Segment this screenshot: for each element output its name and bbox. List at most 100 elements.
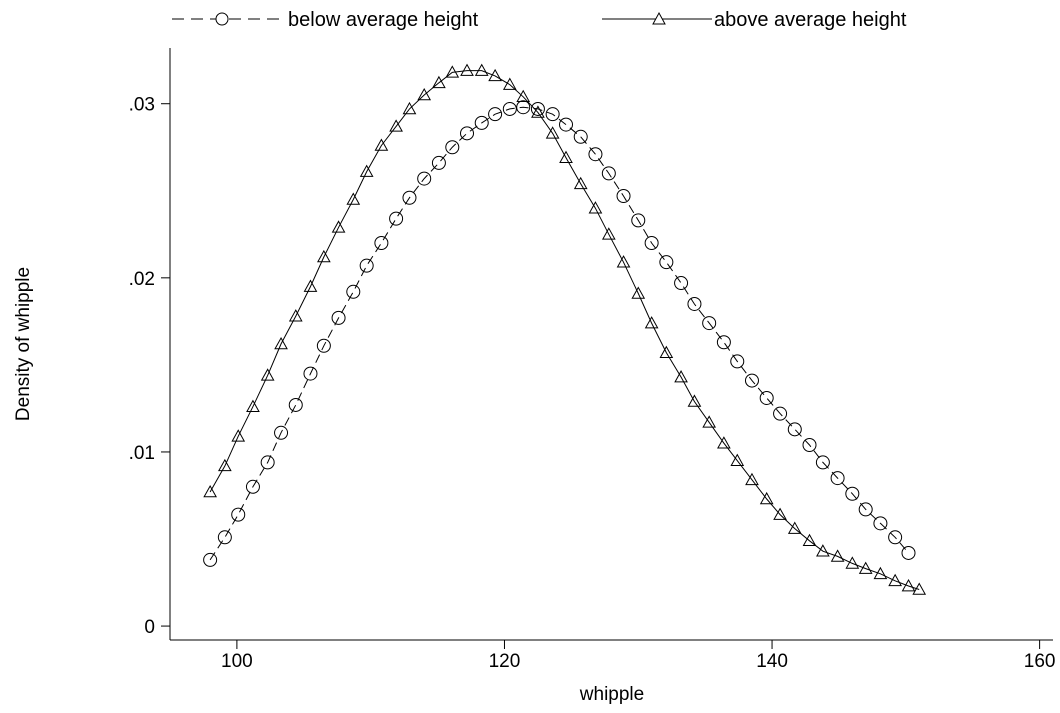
- data-point-circle: [417, 171, 432, 186]
- data-point-triangle: [773, 507, 787, 520]
- data-point-triangle: [616, 255, 631, 268]
- data-point-triangle: [745, 472, 759, 486]
- legend-marker-circle-icon: [215, 12, 229, 26]
- data-point-circle: [460, 126, 475, 141]
- data-point-triangle: [389, 119, 403, 132]
- y-ticks: 0 .01 .02 .03: [129, 95, 170, 638]
- data-point-triangle: [474, 63, 489, 76]
- data-point-triangle: [288, 309, 303, 322]
- data-point-circle: [830, 471, 845, 486]
- data-point-circle: [431, 155, 446, 170]
- data-point-triangle: [531, 105, 545, 118]
- legend-marker-triangle-icon: [652, 11, 666, 25]
- data-point-circle: [858, 502, 873, 517]
- data-point-triangle: [559, 150, 573, 163]
- data-point-circle: [716, 335, 731, 350]
- data-point-triangle: [417, 87, 432, 101]
- legend-item-above-average-height: above average height: [602, 9, 907, 31]
- y-tick-label: 0: [144, 617, 155, 638]
- data-point-triangle: [674, 370, 688, 383]
- data-point-circle: [674, 276, 689, 291]
- x-tick-label: 140: [756, 651, 788, 672]
- data-point-triangle: [346, 192, 361, 205]
- data-point-triangle: [246, 399, 260, 412]
- data-point-circle: [260, 455, 275, 470]
- data-point-triangle: [730, 453, 745, 466]
- data-point-circle: [530, 101, 545, 116]
- data-point-triangle: [845, 556, 860, 569]
- y-tick-label: .03: [129, 95, 155, 116]
- data-point-circle: [601, 166, 616, 181]
- data-point-circle: [616, 189, 631, 203]
- data-point-triangle: [687, 394, 702, 407]
- data-point-circle: [331, 310, 346, 325]
- data-point-circle: [687, 296, 702, 311]
- data-point-circle: [744, 373, 759, 388]
- y-tick-label: .02: [129, 269, 155, 290]
- data-point-triangle: [231, 429, 246, 442]
- axes: 100 120 140 160 0 .01 .02 .03 whipple Density …: [13, 48, 1055, 705]
- data-point-triangle: [331, 220, 346, 233]
- data-point-triangle: [787, 521, 802, 534]
- data-point-triangle: [702, 415, 717, 428]
- data-point-triangle: [759, 491, 774, 505]
- data-point-triangle: [873, 566, 888, 580]
- series-line: [209, 70, 920, 590]
- data-point-triangle: [659, 345, 674, 359]
- data-point-triangle: [274, 336, 288, 350]
- data-point-triangle: [802, 533, 817, 547]
- data-point-circle: [359, 258, 374, 273]
- series-above-average-height: [203, 63, 927, 595]
- x-ticks: 100 120 140 160: [221, 640, 1055, 672]
- data-point-circle: [445, 140, 460, 155]
- data-point-circle: [502, 101, 517, 116]
- data-point-circle: [516, 100, 531, 115]
- data-point-circle: [389, 211, 404, 226]
- y-axis-title: Density of whipple: [13, 267, 34, 421]
- y-tick-label: .01: [129, 443, 155, 464]
- legend-item-below-average-height: below average height: [172, 9, 479, 31]
- data-point-triangle: [374, 138, 389, 151]
- data-point-triangle: [545, 126, 560, 139]
- series-line: [209, 106, 909, 561]
- data-point-triangle: [303, 279, 318, 292]
- data-point-triangle: [588, 201, 603, 214]
- data-point-triangle: [717, 436, 731, 449]
- series-layer: [203, 63, 927, 595]
- x-tick-label: 120: [489, 651, 521, 672]
- legend-label-below: below average height: [288, 9, 479, 31]
- data-point-circle: [374, 236, 389, 251]
- data-point-circle: [873, 516, 888, 531]
- data-point-circle: [631, 213, 646, 228]
- data-point-circle: [730, 354, 745, 369]
- data-point-circle: [545, 107, 560, 122]
- x-tick-label: 160: [1024, 651, 1056, 672]
- data-point-circle: [346, 284, 361, 299]
- data-point-circle: [217, 530, 232, 545]
- data-point-triangle: [601, 227, 616, 240]
- data-point-triangle: [644, 316, 659, 329]
- data-point-circle: [702, 316, 717, 331]
- data-point-circle: [474, 115, 489, 130]
- data-point-circle: [802, 437, 817, 452]
- data-point-circle: [787, 422, 802, 437]
- legend-label-above: above average height: [714, 9, 907, 31]
- data-point-circle: [659, 255, 674, 270]
- data-point-triangle: [912, 582, 927, 595]
- data-point-triangle: [858, 561, 873, 574]
- data-point-circle: [559, 117, 574, 132]
- data-point-circle: [245, 479, 260, 494]
- data-point-circle: [644, 236, 659, 251]
- data-point-circle: [231, 507, 246, 522]
- legend: below average height above average heigh…: [172, 9, 907, 31]
- data-point-triangle: [631, 286, 646, 299]
- data-point-triangle: [317, 249, 331, 263]
- data-point-triangle: [516, 89, 531, 103]
- data-point-circle: [759, 390, 774, 405]
- series-below-average-height: [203, 100, 916, 567]
- data-point-triangle: [573, 176, 588, 190]
- data-point-circle: [488, 107, 503, 122]
- data-point-triangle: [901, 578, 916, 592]
- data-point-triangle: [830, 549, 845, 562]
